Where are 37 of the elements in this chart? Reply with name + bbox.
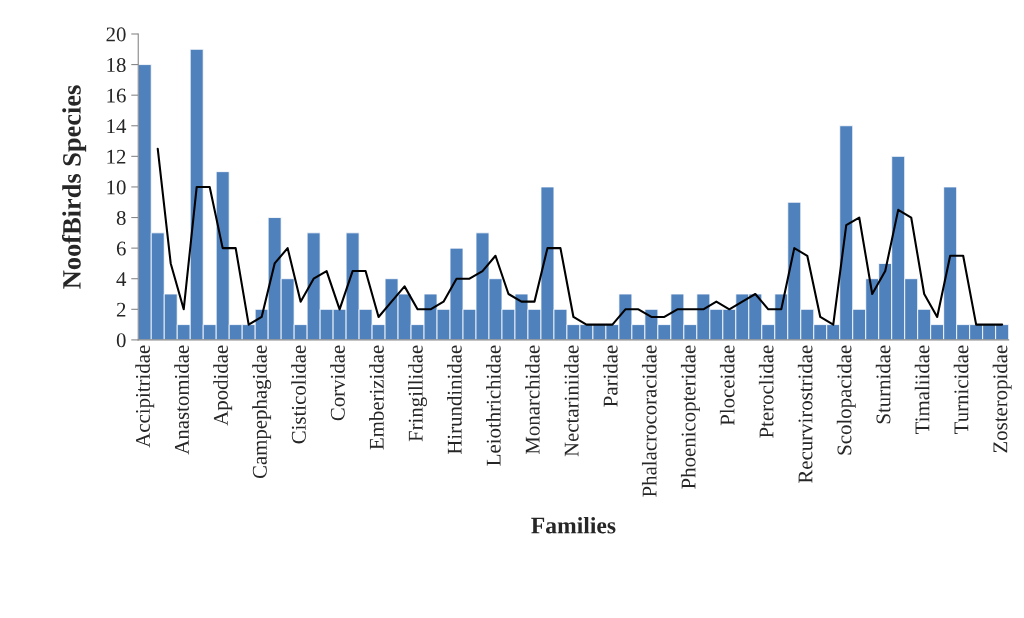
x-tick-label: Hirundinidae — [447, 345, 462, 455]
x-tick-label: Phalacrocoracidae — [641, 345, 657, 497]
x-tick-label: Fringillidae — [408, 345, 428, 442]
y-tick-label: 18 — [107, 57, 126, 73]
x-tick-label: Cisticolidae — [291, 345, 306, 444]
x-tick-label: Sturnidae — [875, 345, 891, 424]
x-tick-label: Anastomidae — [174, 345, 189, 455]
x-tick-label: Pteroclidae — [758, 345, 774, 438]
y-tick-label: 8 — [116, 210, 126, 225]
y-tick-label: 16 — [107, 88, 126, 103]
y-tick-label: 14 — [107, 119, 127, 133]
x-tick-label: Corvidae — [330, 345, 345, 421]
x-tick-label: Nectariniidae — [563, 345, 579, 457]
x-tick-label: Recurvirostridae — [797, 345, 813, 483]
x-tick-label: Monarchidae — [525, 345, 540, 455]
x-tick-label: Paridae — [602, 345, 618, 407]
x-tick-label: Ploceidae — [719, 345, 735, 426]
y-tick-label: 20 — [106, 27, 126, 42]
y-tick-label: 6 — [116, 241, 126, 256]
x-tick-label: Turnicidae — [953, 345, 969, 434]
y-tick-label: 4 — [116, 272, 127, 286]
x-tick-label: Phoenicopteridae — [680, 345, 700, 489]
x-tick-label: Accipitridae — [135, 345, 155, 448]
x-tick-label: Campephagidae — [252, 345, 272, 479]
x-axis-title: Families — [531, 516, 616, 534]
y-tick-label: 0 — [116, 333, 126, 348]
x-tick-label: Scolopacidae — [836, 345, 856, 455]
y-tick-label: 12 — [107, 149, 126, 164]
y-axis-title: NoofBirds Species — [61, 85, 87, 289]
line-series — [156, 147, 1004, 326]
x-tick-label: Zosteropidae — [992, 345, 1012, 453]
y-tick-label: 2 — [116, 302, 126, 317]
x-tick-label: Leiothrichidae — [486, 345, 501, 466]
x-tick-label: Timaliidae — [914, 345, 930, 434]
y-tick-label: 10 — [107, 180, 126, 195]
x-tick-label: Apodidae — [213, 345, 233, 426]
x-tick-label: Emberizidae — [369, 345, 384, 450]
